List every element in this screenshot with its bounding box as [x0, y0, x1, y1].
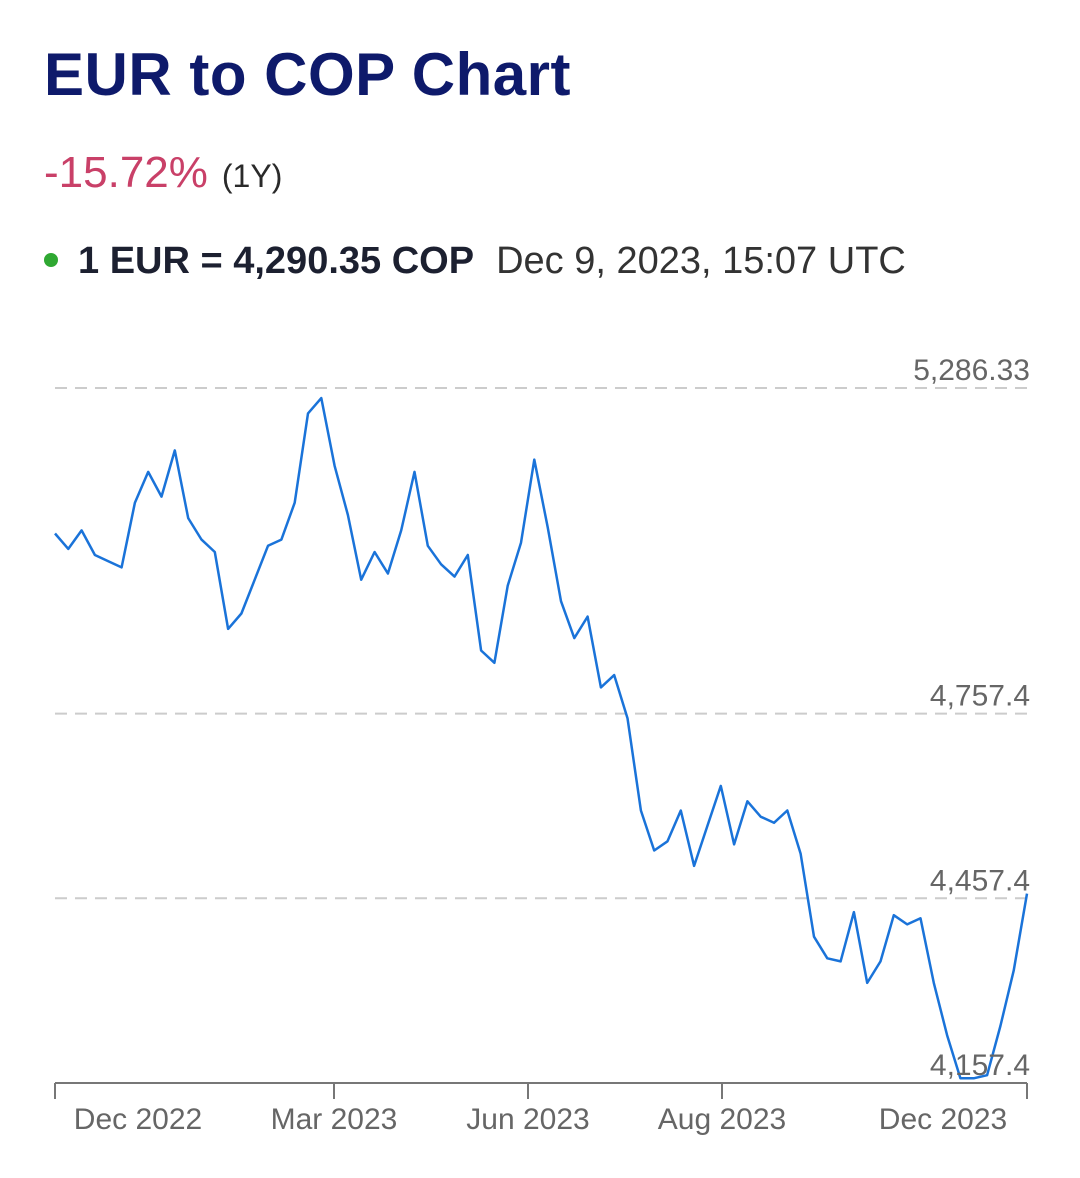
series-line: [54, 396, 1029, 1080]
change-row: -15.72% (1Y): [44, 148, 282, 198]
x-tick-label: Dec 2023: [879, 1103, 1007, 1136]
x-tick-label: Aug 2023: [658, 1103, 786, 1136]
x-tick-label: Mar 2023: [271, 1103, 398, 1136]
change-period: (1Y): [221, 158, 283, 194]
rate-timestamp: Dec 9, 2023, 15:07 UTC: [496, 240, 906, 282]
exchange-rate: 1 EUR = 4,290.35 COP: [78, 240, 475, 282]
live-status-dot-icon: [44, 252, 58, 267]
percent-change: -15.72%: [44, 148, 208, 197]
y-tick-label: 4,157.4: [930, 1049, 1030, 1082]
x-tick-label: Dec 2022: [74, 1103, 202, 1136]
y-tick-label: 5,286.33: [913, 354, 1030, 387]
exchange-rate-chart[interactable]: 5,286.33 4,757.4 4,457.4 4,157.4 Dec 2022 Mar…: [0, 340, 1080, 1160]
rate-row: 1 EUR = 4,290.35 COP Dec 9, 2023, 15:07 U…: [44, 240, 906, 283]
x-tick-label: Jun 2023: [466, 1103, 589, 1136]
y-tick-label: 4,457.4: [930, 864, 1030, 897]
y-tick-label: 4,757.4: [930, 680, 1030, 713]
page-title: EUR to COP Chart: [44, 41, 571, 108]
